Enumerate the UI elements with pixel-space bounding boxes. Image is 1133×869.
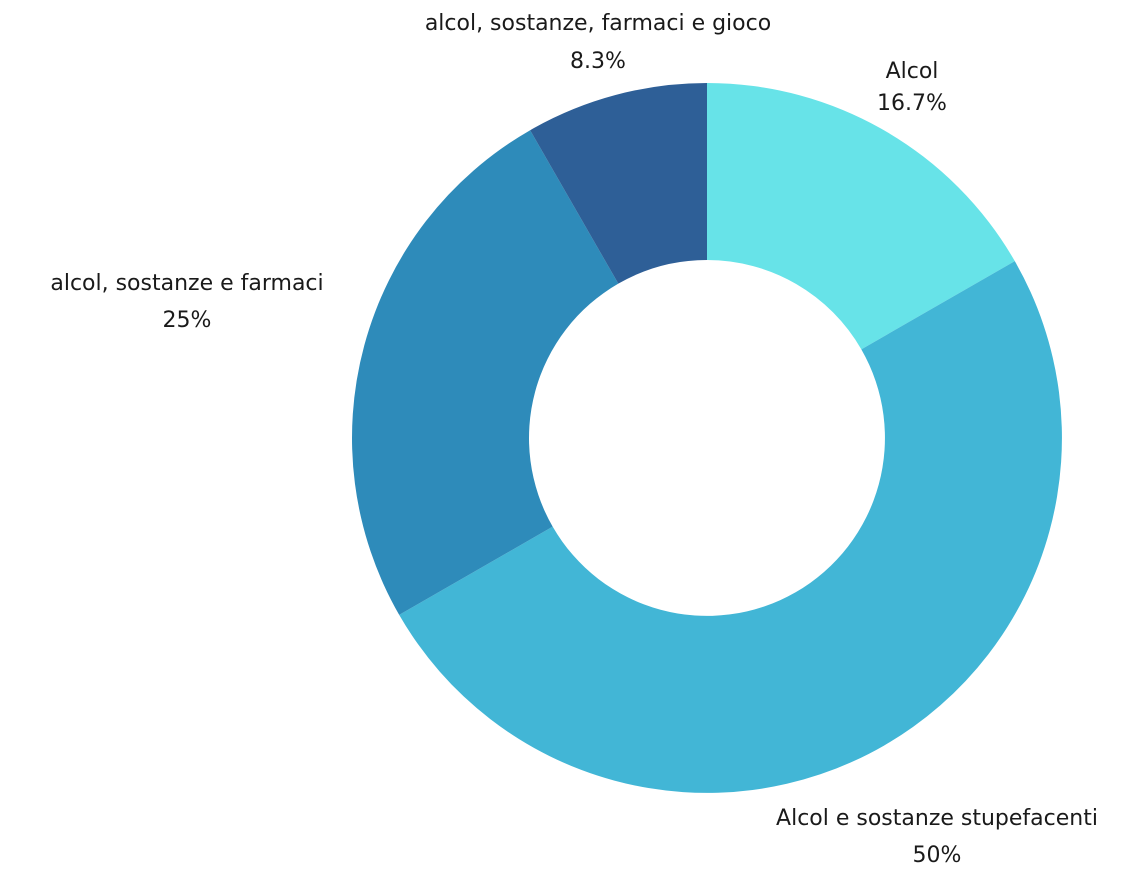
slice-alcol — [707, 83, 1015, 350]
slice-alcol-sostanze-farmaci-e-gioco — [530, 83, 707, 284]
slice-alcol-e-sostanze-stupefacenti — [399, 261, 1062, 793]
slice-label: Alcol — [886, 59, 939, 84]
donut-slices — [351, 83, 1062, 793]
slice-percent-label: 50% — [913, 843, 962, 868]
slice-percent-label: 16.7% — [877, 91, 947, 116]
slice-percent-label: 25% — [163, 308, 212, 333]
slice-percent-label: 8.3% — [570, 49, 626, 74]
slice-label: alcol, sostanze e farmaci — [50, 271, 323, 296]
donut-labels: Alcol 16.7% Alcol e sostanze stupefacenti 5… — [50, 11, 1098, 868]
slice-label: Alcol e sostanze stupefacenti — [776, 806, 1098, 831]
slice-alcol-sostanze-e-farmaci — [351, 130, 619, 615]
slice-label: alcol, sostanze, farmaci e gioco — [425, 11, 771, 36]
